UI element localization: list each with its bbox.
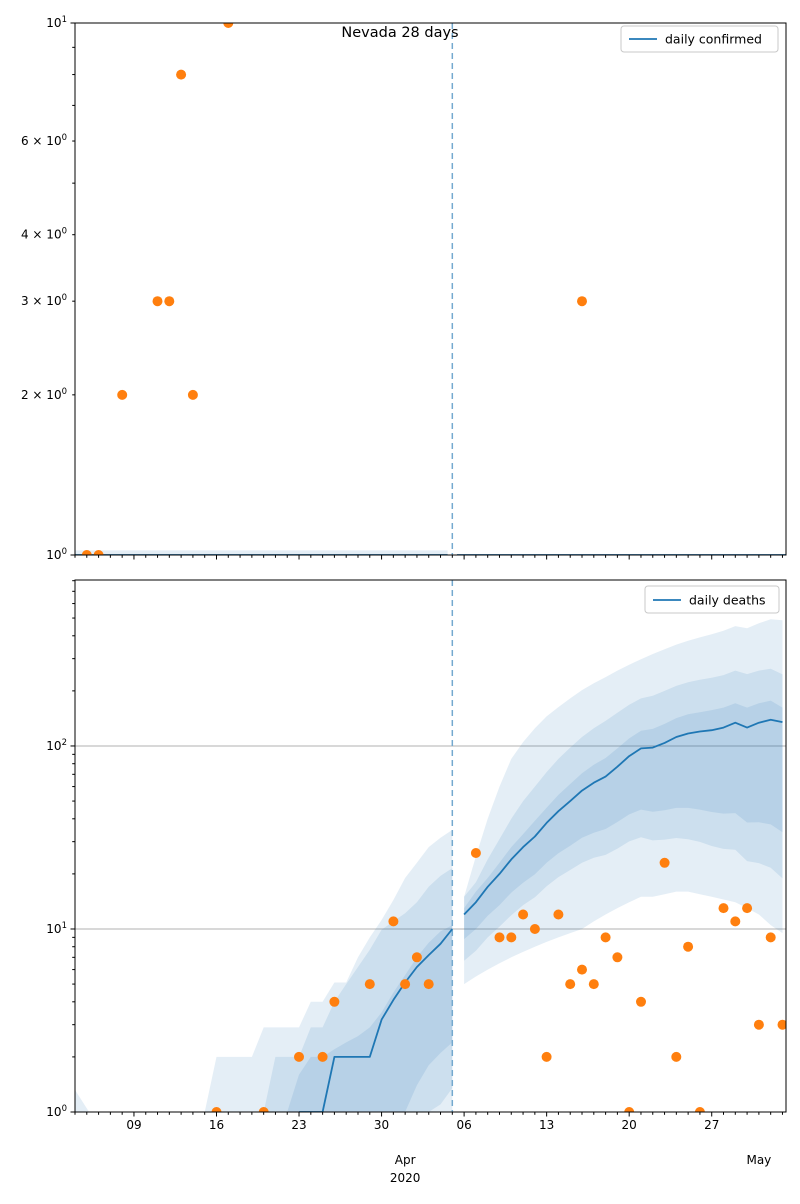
y-tick-label: 102: [46, 738, 67, 753]
scatter-point: [612, 952, 623, 963]
confidence-band-fit-inner: [287, 925, 453, 1112]
legend-daily-confirmed: daily confirmed: [620, 25, 779, 53]
scatter-point: [388, 916, 399, 927]
scatter-point: [718, 903, 729, 914]
scatter-point: [470, 848, 481, 858]
scatter-point: [624, 1107, 635, 1112]
scatter-point: [730, 916, 741, 927]
y-tick-label: 101: [46, 15, 67, 30]
y-tick-label: 101: [46, 921, 67, 936]
scatter-point: [636, 996, 646, 1007]
x-tick-label: 30: [374, 1118, 389, 1132]
scatter-point: [765, 932, 776, 943]
scatter-point: [187, 389, 198, 400]
prediction-line: [463, 718, 783, 916]
x-tick-label: 27: [704, 1118, 719, 1132]
scatter-point: [694, 1107, 705, 1112]
legend-label: daily confirmed: [665, 32, 762, 47]
scatter-point: [411, 952, 422, 963]
scatter-point: [588, 979, 599, 990]
x-tick-label: 13: [539, 1118, 554, 1132]
plot-area: [75, 23, 786, 555]
confidence-band-fit-middle: [263, 868, 453, 1112]
confidence-band-forecast-outer: [464, 619, 783, 985]
y-tick-label: 100: [46, 547, 67, 562]
scatter-point: [518, 909, 529, 920]
scatter-point: [577, 964, 587, 975]
scatter-point: [529, 924, 540, 934]
scatter-point: [671, 1051, 682, 1062]
scatter-point: [777, 1019, 786, 1030]
x-tick-label: 20: [622, 1118, 637, 1132]
axes-frame: [74, 579, 787, 1113]
scatter-point: [423, 979, 434, 990]
scatter-point: [329, 996, 340, 1007]
scatter-point: [506, 932, 517, 943]
confidence-band-start-wedge: [75, 1089, 90, 1112]
x-month-label: Apr: [395, 1153, 416, 1167]
scatter-point: [541, 1051, 552, 1062]
legend-frame: [644, 585, 780, 614]
x-tick-label: 23: [291, 1118, 306, 1132]
confidence-band-fit-outer: [204, 829, 453, 1112]
x-year-label: 2020: [390, 1171, 421, 1185]
y-tick-label: 100: [46, 1104, 67, 1119]
axes-frame: [74, 22, 787, 556]
scatter-point: [494, 932, 505, 943]
y-tick-label: 2 × 100: [21, 387, 67, 402]
scatter-point: [294, 1051, 304, 1062]
legend-label: daily deaths: [689, 593, 766, 608]
scatter-point: [258, 1107, 269, 1112]
scatter-point: [93, 550, 104, 555]
scatter-point: [117, 389, 128, 400]
scatter-point: [683, 941, 694, 952]
legend-daily-deaths: daily deaths: [644, 585, 780, 614]
scatter-point: [211, 1107, 222, 1112]
prediction-line: [299, 928, 454, 1112]
scatter-point: [317, 1051, 328, 1062]
scatter-point: [600, 932, 611, 943]
confidence-band-forecast-inner: [464, 700, 783, 940]
scatter-point: [81, 550, 92, 555]
scatter-point: [565, 979, 576, 990]
x-tick-label: 09: [126, 1118, 141, 1132]
scatter-point: [553, 909, 564, 920]
chart-title: Nevada 28 days: [341, 25, 458, 41]
panel-daily-deaths: 09 16 23 30 06 13 20 27 Apr 2020 May 100 101 102: [46, 579, 787, 1185]
scatter-point: [742, 903, 753, 914]
scatter-point: [223, 23, 234, 28]
confidence-band-forecast-middle: [464, 668, 783, 961]
scatter-point: [164, 296, 175, 307]
scatter-point: [176, 69, 187, 80]
y-tick-label: 6 × 100: [21, 133, 67, 148]
x-month-label: May: [746, 1153, 771, 1167]
scatter-point: [577, 296, 587, 307]
y-tick-label: 4 × 100: [21, 227, 67, 242]
x-tick-label: 16: [209, 1118, 224, 1132]
confidence-band-fit-halo: [75, 550, 448, 555]
scatter-point: [659, 857, 670, 868]
plot-area: [75, 580, 786, 1112]
x-tick-label: 06: [456, 1118, 471, 1132]
scatter-point: [400, 979, 411, 990]
legend-frame: [620, 25, 779, 53]
panel-daily-confirmed: 100 101 2 × 100 3 × 100 4 × 100 6 × 100: [21, 15, 787, 562]
scatter-point: [364, 979, 375, 990]
scatter-point: [753, 1019, 764, 1030]
scatter-point: [152, 296, 163, 307]
y-tick-label: 3 × 100: [21, 293, 67, 308]
